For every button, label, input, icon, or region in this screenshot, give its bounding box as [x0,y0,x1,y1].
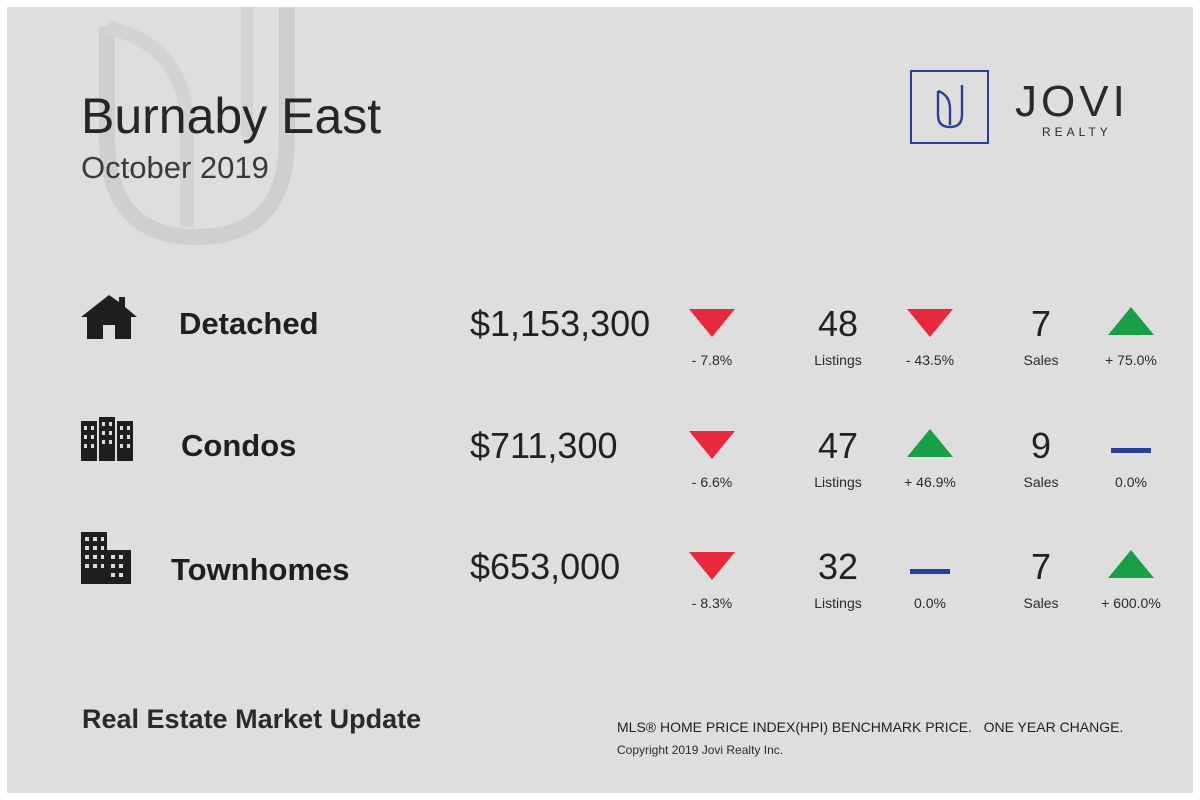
listings-label: Listings [814,474,862,490]
sales-label: Sales [1023,595,1059,611]
sales-label: Sales [1023,352,1059,368]
price-change: - 7.8% [691,352,733,368]
apartment-building-icon [81,417,133,461]
listings-count: 48 [817,303,859,344]
sales-no-change-icon [1111,448,1151,453]
sales-up-arrow-icon [1108,307,1154,335]
house-icon [81,295,137,339]
row-label: Detached [179,306,319,341]
sales-count: 7 [1030,303,1052,344]
sales-count: 7 [1030,546,1052,587]
logo-j-icon [936,85,963,129]
price-down-arrow-icon [689,431,735,459]
listings-change: - 43.5% [905,352,955,368]
price-change: - 6.6% [691,474,733,490]
row-label: Townhomes [171,552,350,587]
page-subtitle: October 2019 [81,150,269,185]
listings-label: Listings [814,595,862,611]
benchmark-price: $711,300 [470,425,618,466]
listings-change: 0.0% [914,595,946,611]
footer-copyright: Copyright 2019 Jovi Realty Inc. [617,743,784,757]
row-detached: Detached $1,153,300 - 7.8% 48 Listings -… [7,285,1193,395]
sales-count: 9 [1030,425,1052,466]
price-change: - 8.3% [691,595,733,611]
price-down-arrow-icon [689,552,735,580]
listings-down-arrow-icon [907,309,953,337]
listings-change: + 46.9% [904,474,956,490]
logo-mark [910,70,989,144]
listings-no-change-icon [910,569,950,574]
watermark-logo-icon [99,7,295,246]
townhouse-building-icon [81,532,131,584]
price-down-arrow-icon [689,309,735,337]
logo-name: JOVI [1015,77,1129,126]
sales-change: 0.0% [1115,474,1147,490]
page-title: Burnaby East [81,88,382,144]
listings-count: 32 [817,546,859,587]
sales-label: Sales [1023,474,1059,490]
logo-subtitle: REALTY [1042,125,1112,139]
listings-count: 47 [817,425,859,466]
sales-up-arrow-icon [1108,550,1154,578]
listings-label: Listings [814,352,862,368]
footer-title: Real Estate Market Update [82,704,422,734]
sales-change: + 75.0% [1105,352,1157,368]
sales-change: + 600.0% [1101,595,1161,611]
listings-up-arrow-icon [907,429,953,457]
row-condos: Condos $711,300 - 6.6% 47 Listings + 46.… [7,407,1193,517]
row-townhomes: Townhomes $653,000 - 8.3% 32 Listings 0.… [7,528,1193,638]
benchmark-price: $653,000 [470,546,621,587]
market-update-card: Burnaby East October 2019 JOVI REALTY De… [7,7,1193,793]
benchmark-price: $1,153,300 [470,303,651,344]
footer-note: MLS® HOME PRICE INDEX(HPI) BENCHMARK PRI… [617,719,1124,735]
row-label: Condos [181,428,297,463]
